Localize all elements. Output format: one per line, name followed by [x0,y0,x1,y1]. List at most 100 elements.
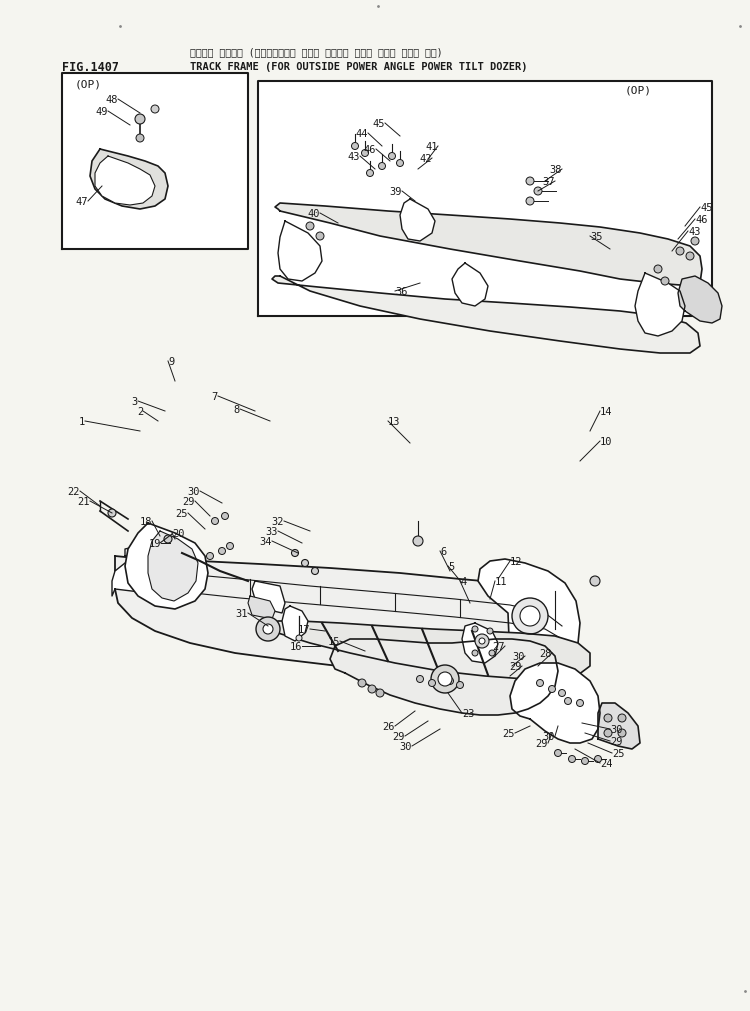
Polygon shape [462,624,498,663]
Circle shape [311,568,319,575]
Text: 29: 29 [509,661,522,671]
Text: (OP): (OP) [75,79,102,89]
Text: 45: 45 [373,119,385,128]
Circle shape [479,638,485,644]
Circle shape [306,222,314,231]
Circle shape [211,518,218,525]
Text: 36: 36 [395,287,407,296]
Text: トラック フレーム (アウトサイトー パワー アングル パワー チルト ドーザ ヨウ): トラック フレーム (アウトサイトー パワー アングル パワー チルト ドーザ … [190,47,442,57]
Text: 45: 45 [700,203,712,212]
Text: 9: 9 [168,357,174,367]
Polygon shape [282,607,308,641]
Polygon shape [125,547,165,566]
Circle shape [367,170,374,177]
Polygon shape [62,74,248,250]
Text: 37: 37 [542,177,555,187]
Text: 30: 30 [400,741,412,751]
Circle shape [457,681,464,688]
Text: 26: 26 [382,721,395,731]
Circle shape [526,178,534,186]
Circle shape [221,513,229,520]
Text: 14: 14 [600,406,613,417]
Text: 43: 43 [347,152,360,162]
Circle shape [568,756,575,762]
Text: 29: 29 [536,738,548,748]
Text: 28: 28 [539,648,552,658]
Circle shape [397,161,404,168]
Circle shape [358,679,366,687]
Circle shape [302,560,308,567]
Polygon shape [125,524,208,610]
Text: 30: 30 [512,651,525,661]
Text: 3: 3 [132,396,138,406]
Polygon shape [112,561,175,607]
Text: 24: 24 [600,758,613,768]
Text: 29: 29 [392,731,405,741]
Text: 48: 48 [106,95,118,105]
Circle shape [472,627,478,632]
Polygon shape [252,581,285,614]
Circle shape [438,672,452,686]
Circle shape [376,690,384,698]
Text: 29: 29 [182,496,195,507]
Text: 20: 20 [172,529,184,539]
Text: 10: 10 [600,437,613,447]
Circle shape [416,675,424,682]
Circle shape [581,758,589,764]
Text: (OP): (OP) [625,85,652,95]
Circle shape [164,536,172,544]
Text: 30: 30 [610,724,622,734]
Text: 49: 49 [95,107,108,117]
Text: 46: 46 [695,214,707,224]
Text: 12: 12 [510,556,523,566]
Text: 44: 44 [356,128,368,139]
Text: TRACK FRAME (FOR OUTSIDE POWER ANGLE POWER TILT DOZER): TRACK FRAME (FOR OUTSIDE POWER ANGLE POW… [190,62,527,72]
Circle shape [661,278,669,286]
Text: 25: 25 [176,509,188,519]
Polygon shape [510,663,600,743]
Circle shape [595,756,602,762]
Polygon shape [275,204,702,286]
Circle shape [428,679,436,686]
Polygon shape [95,157,155,206]
Circle shape [362,151,368,158]
Polygon shape [635,274,685,337]
Text: 43: 43 [688,226,700,237]
Text: 4: 4 [460,576,466,586]
Circle shape [526,198,534,206]
Polygon shape [598,704,640,749]
Circle shape [108,510,116,518]
Text: 31: 31 [236,609,248,619]
Circle shape [559,690,566,697]
Circle shape [292,550,298,557]
Circle shape [618,715,626,722]
Polygon shape [330,639,558,716]
Circle shape [536,679,544,686]
Circle shape [565,698,572,705]
Polygon shape [478,559,580,673]
Circle shape [431,665,459,694]
Circle shape [151,106,159,114]
Circle shape [446,677,454,684]
Text: 35: 35 [590,232,602,242]
Polygon shape [268,622,590,679]
Polygon shape [678,277,722,324]
Circle shape [263,625,273,634]
Circle shape [256,618,280,641]
Circle shape [226,543,233,550]
Text: 47: 47 [76,197,88,207]
Circle shape [618,729,626,737]
Text: 27: 27 [493,641,505,651]
Polygon shape [278,221,322,282]
Text: 22: 22 [68,486,80,496]
Text: 41: 41 [425,142,438,152]
Text: 38: 38 [550,165,562,175]
Text: 16: 16 [290,641,302,651]
Text: 30: 30 [188,486,200,496]
Polygon shape [90,150,168,210]
Text: 32: 32 [272,517,284,527]
Circle shape [352,144,358,151]
Circle shape [413,537,423,547]
Text: 42: 42 [419,154,432,164]
Text: 46: 46 [364,145,376,155]
